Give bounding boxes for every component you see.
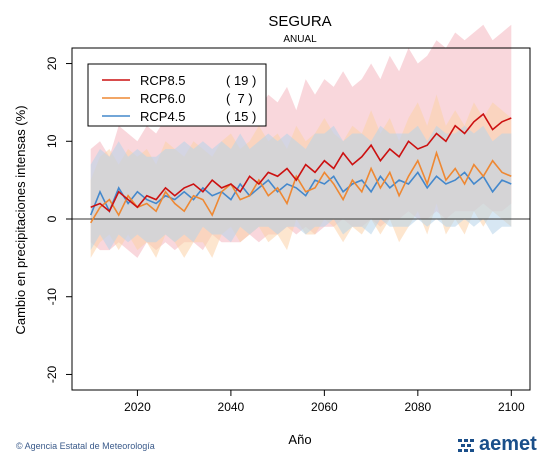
x-tick-label: 2060 — [311, 400, 338, 414]
y-tick-label: 20 — [45, 57, 59, 71]
y-axis-ticks: -20 -10 0 10 20 — [45, 57, 72, 383]
series-lines — [89, 112, 512, 224]
footer-credit: © Agencia Estatal de Meteorología — [16, 441, 155, 451]
legend-count: ( 15 ) — [226, 109, 256, 124]
legend: RCP8.5 ( 19 ) RCP6.0 ( 7 ) RCP4.5 ( 15 ) — [87, 63, 267, 127]
legend-label: RCP6.0 — [140, 91, 186, 106]
legend-count: ( 19 ) — [226, 73, 256, 88]
x-tick-label: 2100 — [498, 400, 525, 414]
series-line-rcp45 — [89, 171, 512, 216]
y-axis-label: Cambio en precipitaciones intensas (%) — [13, 105, 28, 334]
aemet-logo-text: aemet — [479, 433, 537, 455]
uncertainty-bands — [90, 24, 512, 258]
y-tick-label: -20 — [45, 365, 59, 383]
x-axis-label: Año — [288, 432, 311, 447]
y-tick-label: 0 — [45, 215, 59, 222]
x-tick-label: 2020 — [124, 400, 151, 414]
chart-title: SEGURA — [268, 13, 331, 30]
series-line-rcp60 — [90, 150, 512, 224]
aemet-logo: aemet — [458, 433, 537, 456]
legend-label: RCP4.5 — [140, 109, 186, 124]
x-axis-ticks: 2020 2040 2060 2080 2100 — [124, 390, 525, 414]
x-tick-label: 2080 — [404, 400, 431, 414]
legend-count: ( 7 ) — [226, 91, 253, 106]
chart-subtitle: ANUAL — [283, 34, 317, 45]
x-tick-label: 2040 — [218, 400, 245, 414]
legend-label: RCP8.5 — [140, 73, 186, 88]
series-line-rcp85 — [90, 112, 512, 213]
y-tick-label: 10 — [45, 134, 59, 148]
aemet-logo-icon — [458, 438, 474, 452]
y-tick-label: -10 — [45, 288, 59, 306]
